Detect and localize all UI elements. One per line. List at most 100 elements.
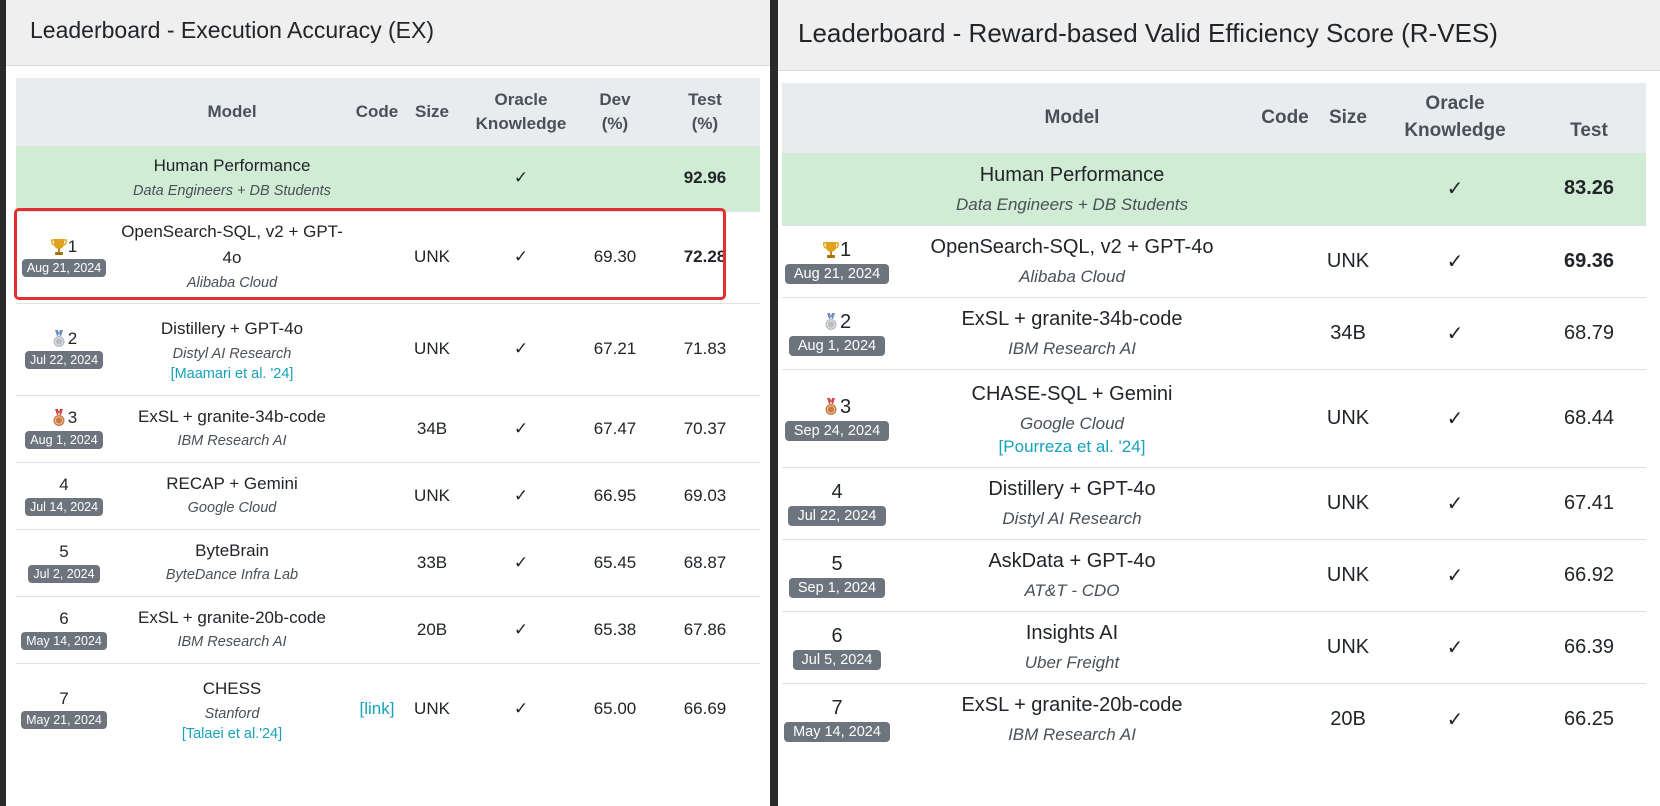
- ex-human-code: [352, 146, 402, 211]
- model-cell: Distillery + GPT-4o Distyl AI Research: [892, 467, 1252, 539]
- rves-header-model: Model: [1044, 106, 1100, 128]
- ex-human-model: Human Performance Data Engineers + DB St…: [112, 146, 352, 211]
- model-cell: ExSL + granite-20b-code IBM Research AI: [892, 683, 1252, 755]
- ex-header-size: Size: [414, 102, 450, 122]
- citation-link[interactable]: [Maamari et al. '24]: [170, 365, 294, 382]
- test-score: 68.44: [1563, 406, 1615, 429]
- model-cell: CHESS Stanford [Talaei et al.'24]: [112, 663, 352, 755]
- rves-human-name: Human Performance: [979, 163, 1165, 186]
- rank-cell: 4 Jul 14, 2024: [16, 462, 112, 529]
- table-row: 2 Aug 1, 2024 ExSL + granite-34b-code IBM R…: [782, 297, 1646, 369]
- date-badge: May 21, 2024: [21, 711, 107, 730]
- rank-cell: 6 Jul 5, 2024: [782, 611, 892, 683]
- silver-medal-icon: [823, 313, 839, 331]
- code-cell: [link]: [352, 663, 402, 755]
- rves-human-oracle: ✓: [1446, 178, 1464, 201]
- rves-header-oracle-line1: Oracle: [1425, 93, 1485, 115]
- ex-header-dev-line2: (%): [601, 114, 629, 133]
- oracle-check: ✓: [1446, 708, 1464, 731]
- model-org: Stanford: [204, 705, 260, 722]
- model-cell: ExSL + granite-20b-code IBM Research AI: [112, 596, 352, 663]
- rank-number: 1: [67, 236, 78, 256]
- ex-header-dev: Dev (%): [580, 78, 650, 146]
- ex-header-oracle: Oracle Knowledge: [462, 78, 580, 146]
- rves-header-rank: [782, 83, 892, 153]
- table-row: 7 May 14, 2024 ExSL + granite-20b-code IBM …: [782, 683, 1646, 755]
- date-badge: May 14, 2024: [784, 722, 890, 743]
- model-org: Uber Freight: [1024, 652, 1120, 672]
- model-name: AskData + GPT-4o: [988, 549, 1156, 572]
- size-cell: UNK: [414, 485, 450, 505]
- code-cell: [1252, 297, 1318, 369]
- table-row: 3 Aug 1, 2024 ExSL + granite-34b-code IBM R…: [16, 395, 760, 462]
- rank-cell: 1 Aug 21, 2024: [782, 225, 892, 297]
- model-org: IBM Research AI: [1008, 725, 1136, 745]
- model-cell: AskData + GPT-4o AT&T - CDO: [892, 539, 1252, 611]
- oracle-check: ✓: [1446, 564, 1464, 587]
- test-score: 66.25: [1563, 707, 1615, 730]
- model-name: ExSL + granite-34b-code: [138, 406, 326, 426]
- model-org: Distyl AI Research: [172, 345, 292, 362]
- ex-human-rank: [16, 146, 112, 211]
- table-row: 7 May 21, 2024 CHESS Stanford [Talaei et al.…: [16, 663, 760, 755]
- bronze-medal-icon: [823, 398, 839, 416]
- date-badge: Jul 14, 2024: [24, 497, 104, 516]
- model-org: Google Cloud: [187, 500, 277, 517]
- model-name: ExSL + granite-34b-code: [961, 307, 1183, 330]
- dev-score: 67.21: [593, 339, 637, 358]
- code-cell: [1252, 683, 1318, 755]
- rves-human-test: 83.26: [1563, 177, 1615, 200]
- ex-human-name: Human Performance: [153, 156, 311, 176]
- rank-cell: 4 Jul 22, 2024: [782, 467, 892, 539]
- code-cell: [352, 529, 402, 596]
- size-cell: 34B: [1330, 321, 1366, 344]
- oracle-check: ✓: [513, 418, 529, 438]
- code-link[interactable]: [link]: [359, 699, 395, 719]
- test-score: 69.03: [683, 485, 727, 505]
- ex-human-size: [402, 146, 462, 211]
- model-name: Distillery + GPT-4o: [988, 477, 1156, 500]
- model-name: CHESS: [202, 679, 262, 699]
- rank-cell: 7 May 21, 2024: [16, 663, 112, 755]
- code-cell: [352, 211, 402, 303]
- ex-header-model: Model: [207, 102, 257, 122]
- ex-panel-header: Leaderboard - Execution Accuracy (EX): [6, 0, 770, 66]
- date-badge: Sep 24, 2024: [784, 421, 890, 441]
- citation-link[interactable]: [Pourreza et al. '24]: [998, 437, 1146, 457]
- model-name: ExSL + granite-20b-code: [138, 607, 326, 627]
- size-cell: 33B: [416, 552, 448, 572]
- model-cell: CHASE-SQL + Gemini Google Cloud [Pourreza …: [892, 369, 1252, 467]
- rank-cell: 2 Jul 22, 2024: [16, 303, 112, 395]
- code-cell: [1252, 539, 1318, 611]
- ex-leaderboard-table: Model Code Size Oracle Knowledge Dev (%) T…: [16, 78, 760, 755]
- rank-number: 5: [831, 553, 843, 575]
- dev-score: 69.30: [593, 247, 637, 266]
- citation-link[interactable]: [Talaei et al.'24]: [181, 726, 283, 743]
- date-badge: Jul 2, 2024: [28, 564, 100, 583]
- test-score: 70.37: [683, 418, 727, 438]
- table-row: 6 May 14, 2024 ExSL + granite-20b-code IBM …: [16, 596, 760, 663]
- rves-leaderboard-table: Model Code Size Oracle Knowledge Test Hum…: [782, 83, 1646, 755]
- model-name: Insights AI: [1025, 621, 1119, 644]
- oracle-check: ✓: [1446, 636, 1464, 659]
- model-cell: Insights AI Uber Freight: [892, 611, 1252, 683]
- oracle-check: ✓: [513, 699, 529, 719]
- code-cell: [1252, 369, 1318, 467]
- rank-number: 2: [839, 311, 852, 333]
- rank-number: 6: [831, 625, 843, 647]
- test-score: 72.28: [683, 247, 727, 266]
- rank-cell: 5 Sep 1, 2024: [782, 539, 892, 611]
- ex-human-oracle: ✓: [513, 168, 529, 188]
- ex-header-rank: [16, 78, 112, 146]
- rank-cell: 3 Aug 1, 2024: [16, 395, 112, 462]
- test-score: 66.39: [1563, 635, 1615, 658]
- ex-header-test: Test (%): [650, 78, 760, 146]
- test-score: 66.69: [683, 699, 727, 719]
- model-name: ByteBrain: [195, 540, 269, 560]
- model-org: Distyl AI Research: [1002, 508, 1142, 528]
- rves-header-oracle-line2: Knowledge: [1404, 120, 1506, 141]
- ex-human-org: Data Engineers + DB Students: [133, 182, 331, 199]
- size-cell: UNK: [1326, 406, 1370, 429]
- rank-cell: 5 Jul 2, 2024: [16, 529, 112, 596]
- size-cell: UNK: [1326, 249, 1370, 272]
